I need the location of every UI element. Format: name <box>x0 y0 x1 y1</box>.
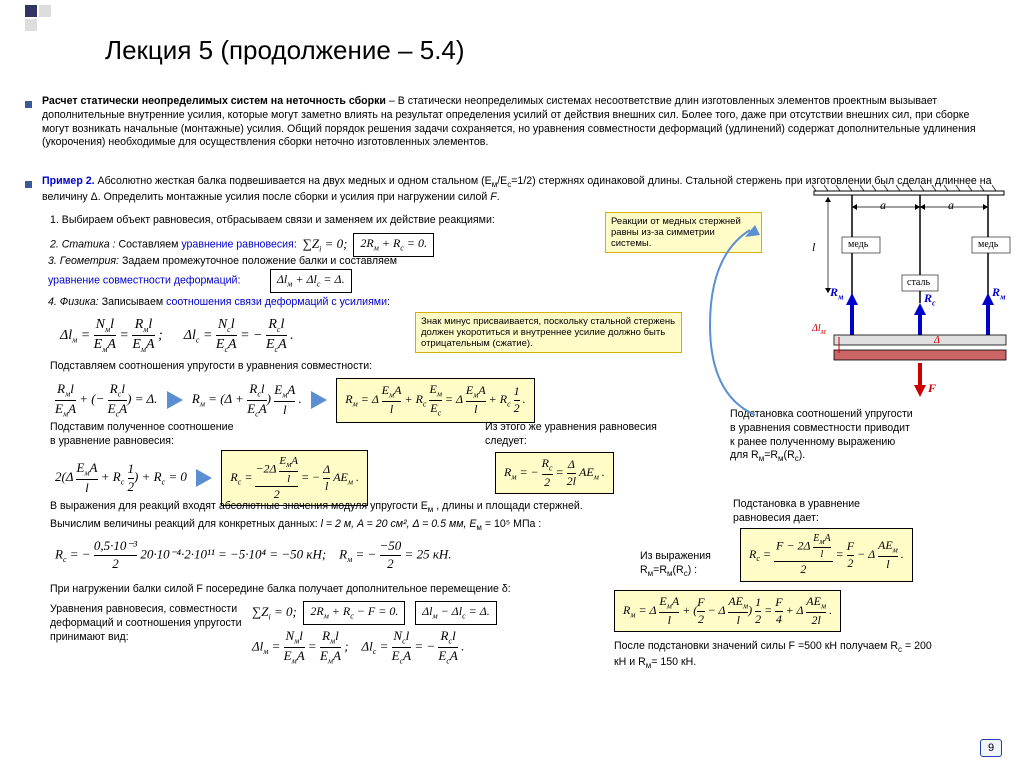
bullet-icon <box>25 101 32 108</box>
curved-arrow <box>705 225 765 425</box>
beam-diagram: a a l медь сталь медь Rм Rс Rм Δlм Δ F <box>794 185 1014 400</box>
text-subst: Подставляем соотношения упругости в урав… <box>50 360 372 374</box>
equilibrium-box: 2Rм + Rс = 0. <box>353 233 434 257</box>
text-from: Из выражения Rм=Rм(Rс) : <box>640 550 711 579</box>
text-calc: Вычислим величины реакций для конкретных… <box>50 518 541 534</box>
slide-title: Лекция 5 (продолжение – 5.4) <box>105 35 465 66</box>
step-2: 2. Статика : Составляем уравнение равнов… <box>50 233 434 257</box>
page-number: 9 <box>980 739 1002 757</box>
rm-neg: Rм = − Rс2 = Δ2l AEм . <box>495 452 614 494</box>
text-load: При нагружении балки силой F посередине … <box>50 583 511 597</box>
arrow-icon <box>311 391 327 409</box>
step-3: 3. Геометрия: Задаем промежуточное полож… <box>48 255 488 293</box>
subst-row: RмlEмA + (− RсlEсA) = Δ. Rм = (Δ + RсlEс… <box>55 378 535 423</box>
eqns-row2: Δlм = NмlEмA = RмlEмA ; Δlс = NсlEсA = −… <box>252 628 464 667</box>
bullet2-body: Абсолютно жесткая балка подвешивается на… <box>95 175 492 187</box>
bullet-1: Расчет статически неопределимых систем н… <box>25 95 995 150</box>
equilib-subst: 2(Δ EмAl + Rс 12) + Rс = 0 Rс = −2Δ EмAl… <box>55 450 368 506</box>
arrow-icon <box>196 469 212 487</box>
numeric-calc: Rс = − 0,5·10⁻³2 20·10⁻⁴·2·10¹¹ = −5·10⁴… <box>55 538 452 573</box>
step-1: 1. Выбираем объект равновесия, отбрасыва… <box>50 214 495 228</box>
text-follow: Из этого же уравнения равновесия следует… <box>485 421 690 449</box>
bullet-icon <box>25 181 32 188</box>
rm-result-box: Rм = Δ EмAl + Rс EмEс = Δ EмAl + Rс 12 . <box>336 378 534 423</box>
text-eqns: Уравнения равновесия, совместности дефор… <box>50 603 245 644</box>
rc-result-box: Rс = −2Δ EмAl2 = − Δl AEм . <box>221 450 368 506</box>
text-right2: Подстановка в уравнение равновесия дает: <box>733 498 908 526</box>
note-minus: Знак минус присваивается, поскольку стал… <box>415 312 682 353</box>
eqns-row: ∑Zi = 0; 2Rм + Rс − F = 0. Δlм − Δlс = Δ… <box>252 601 497 625</box>
text-final: После подстановки значений силы F =500 к… <box>614 640 944 671</box>
rm-big: Rм = Δ EмAl + (F2 − Δ AEмl) 12 = F4 + Δ … <box>614 590 841 632</box>
bullet2-lead: Пример 2. <box>42 175 95 187</box>
title-sub: (продолжение – 5.4) <box>220 35 464 65</box>
slide-logo <box>25 5 53 33</box>
text-expr: В выражения для реакций входят абсолютны… <box>50 500 583 516</box>
physics-formulas: Δlм = NмlEмA = RмlEмA ; Δlс = NсlEсA = −… <box>60 316 294 355</box>
arrow-icon <box>167 391 183 409</box>
compat-box: Δlм + Δlс = Δ. <box>270 269 352 293</box>
bullet1-lead: Расчет статически неопределимых систем н… <box>42 95 386 107</box>
text-subst2: Подставим полученное соотношениев уравне… <box>50 421 233 449</box>
rc-big: Rс = F − 2Δ EмAl2 = F2 − Δ AEмl . <box>740 528 913 582</box>
title-main: Лекция 5 <box>105 35 213 65</box>
step-4: 4. Физика: Записываем соотношения связи … <box>48 296 390 310</box>
